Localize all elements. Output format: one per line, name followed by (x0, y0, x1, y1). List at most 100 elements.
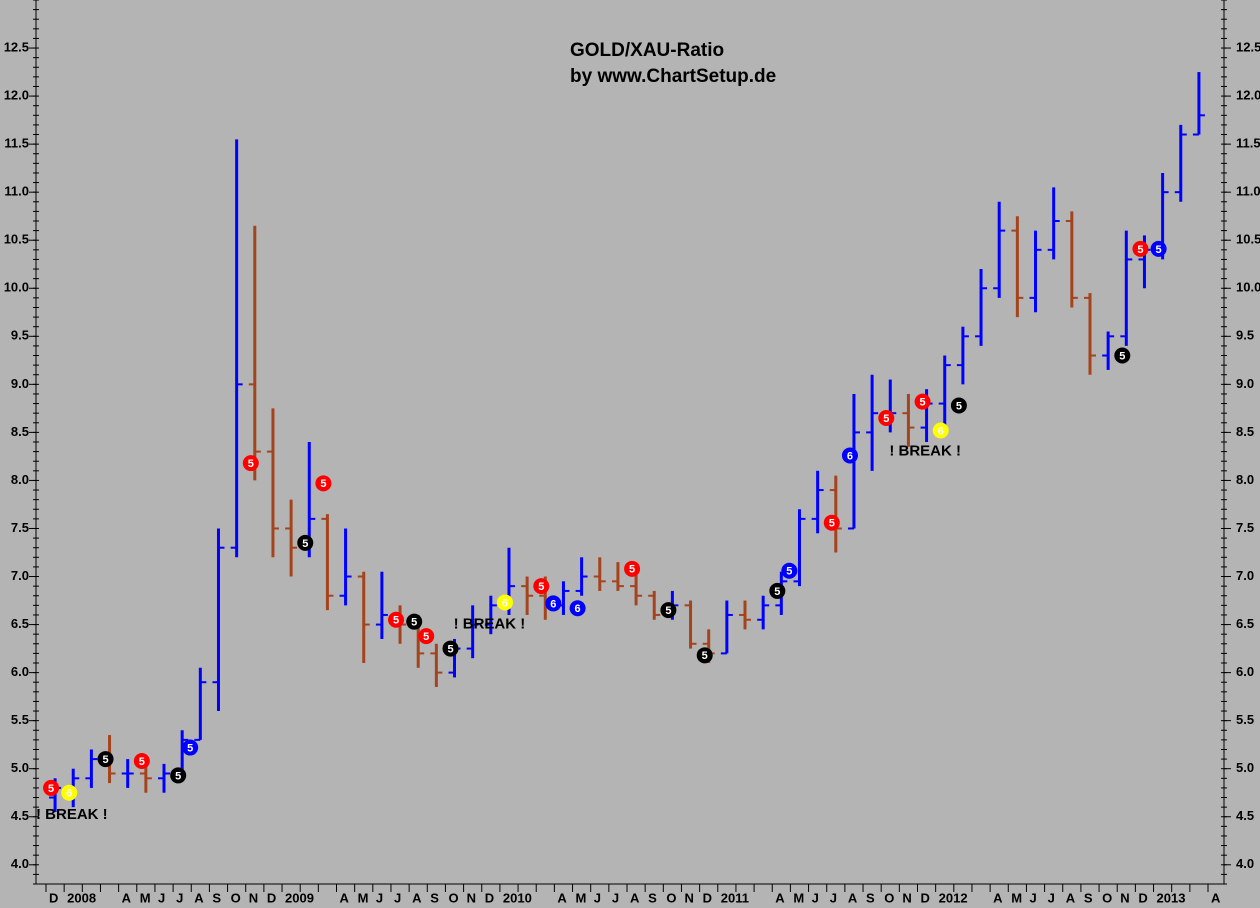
x-tick-label: O (448, 890, 458, 905)
signal-label: 6 (66, 788, 72, 800)
signal-label: 6 (550, 598, 556, 610)
x-tick-label: O (666, 890, 676, 905)
x-tick-label: D (921, 890, 930, 905)
signal-marker (297, 534, 314, 551)
y-tick-label: 7.0 (11, 568, 29, 583)
x-tick-label: O (231, 890, 241, 905)
signal-marker (696, 647, 713, 664)
x-tick-label: J (612, 890, 619, 905)
y-tick-label: 8.5 (1236, 424, 1254, 439)
signal-label: 5 (883, 413, 889, 425)
signal-marker (1132, 240, 1149, 257)
x-tick-label: J (830, 890, 837, 905)
signal-label: 6 (502, 597, 508, 609)
signal-label: 5 (48, 783, 54, 795)
signal-marker (823, 514, 840, 531)
signal-label: 5 (786, 566, 792, 578)
signal-marker (496, 594, 513, 611)
x-tick-label: D (1138, 890, 1147, 905)
signal-marker (878, 409, 895, 426)
x-tick-label: 2008 (67, 890, 96, 905)
x-tick-label: O (884, 890, 894, 905)
x-tick-label: M (576, 890, 587, 905)
x-tick-label: S (866, 890, 875, 905)
signal-marker (932, 422, 949, 439)
x-tick-label: S (430, 890, 439, 905)
y-tick-label: 12.0 (4, 88, 29, 103)
signal-label: 5 (447, 643, 453, 655)
signal-marker (97, 751, 114, 768)
y-tick-label: 7.5 (11, 520, 29, 535)
signal-label: 5 (829, 518, 835, 530)
signal-label: 5 (956, 400, 962, 412)
signal-label: 5 (702, 650, 708, 662)
x-tick-label: 2012 (939, 890, 968, 905)
x-tick-label: 2009 (285, 890, 314, 905)
x-tick-label: A (1066, 890, 1076, 905)
x-tick-label: A (775, 890, 785, 905)
break-annotation: ! BREAK ! (889, 443, 961, 460)
signal-marker (61, 784, 78, 801)
x-tick-label: A (1211, 890, 1221, 905)
x-tick-label: A (848, 890, 858, 905)
y-tick-label: 11.5 (1236, 136, 1260, 151)
signal-marker (388, 611, 405, 628)
break-annotation: ! BREAK ! (36, 806, 108, 823)
signal-marker (242, 455, 259, 472)
signal-marker (170, 767, 187, 784)
x-tick-label: D (703, 890, 712, 905)
y-tick-label: 8.5 (11, 424, 29, 439)
signal-label: 5 (139, 756, 145, 768)
signal-marker (769, 582, 786, 599)
y-tick-label: 12.5 (1236, 39, 1260, 54)
x-tick-label: 2011 (721, 890, 749, 905)
signal-label: 5 (920, 397, 926, 409)
signal-marker (624, 560, 641, 577)
x-tick-label: A (194, 890, 204, 905)
x-tick-label: A (122, 890, 132, 905)
y-tick-label: 10.5 (4, 232, 29, 247)
x-tick-label: A (412, 890, 422, 905)
signal-marker (950, 397, 967, 414)
signal-label: 5 (320, 478, 326, 490)
signal-label: 6 (575, 603, 581, 615)
x-tick-label: D (49, 890, 58, 905)
y-tick-label: 6.0 (11, 664, 29, 679)
signal-marker (545, 595, 562, 612)
signal-marker (406, 613, 423, 630)
signal-label: 5 (187, 742, 193, 754)
signal-marker (418, 628, 435, 645)
signal-label: 5 (774, 586, 780, 598)
x-tick-label: J (376, 890, 383, 905)
signal-marker (133, 753, 150, 770)
signal-marker (1114, 347, 1131, 364)
y-tick-label: 11.5 (4, 136, 29, 151)
x-tick-label: J (1048, 890, 1055, 905)
y-tick-label: 9.0 (11, 376, 29, 391)
x-tick-label: J (176, 890, 183, 905)
signal-label: 5 (423, 631, 429, 643)
signal-label: 5 (538, 581, 544, 593)
x-tick-label: N (249, 890, 258, 905)
signal-marker (569, 600, 586, 617)
x-tick-label: D (267, 890, 276, 905)
signal-marker (1150, 240, 1167, 257)
y-tick-label: 10.0 (4, 280, 29, 295)
signal-label: 6 (847, 450, 853, 462)
signal-label: 5 (175, 770, 181, 782)
signal-label: 5 (1119, 350, 1125, 362)
x-tick-label: M (140, 890, 151, 905)
y-tick-label: 9.5 (1236, 328, 1254, 343)
x-tick-label: D (485, 890, 494, 905)
x-tick-label: J (158, 890, 165, 905)
y-tick-label: 10.0 (1236, 280, 1260, 295)
x-tick-label: 2010 (503, 890, 532, 905)
y-tick-label: 4.5 (1236, 808, 1254, 823)
x-tick-label: S (212, 890, 221, 905)
y-tick-label: 9.0 (1236, 376, 1254, 391)
signal-label: 5 (248, 458, 254, 470)
y-tick-label: 11.0 (4, 184, 29, 199)
y-tick-label: 8.0 (11, 472, 29, 487)
